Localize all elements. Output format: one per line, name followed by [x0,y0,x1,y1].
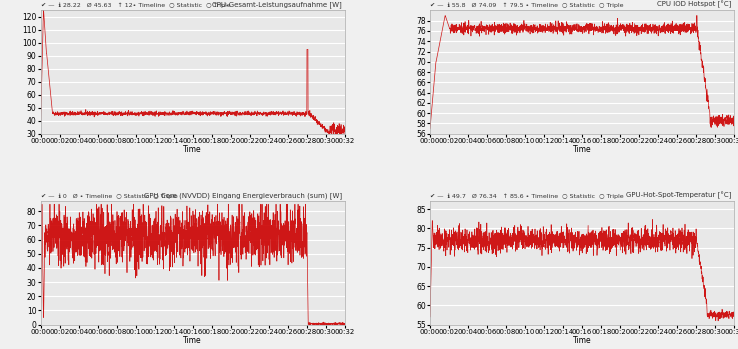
Text: ✔ —  ℹ 28.22   Ø 45.63   ↑ 12• Timeline  ○ Statistic  ○ Triple: ✔ — ℹ 28.22 Ø 45.63 ↑ 12• Timeline ○ Sta… [41,2,230,8]
Text: ✔ —  ℹ 49.7   Ø 76.34   ↑ 85.6 • Timeline  ○ Statistic  ○ Triple: ✔ — ℹ 49.7 Ø 76.34 ↑ 85.6 • Timeline ○ S… [430,193,624,199]
Text: ✔ —  ℹ 55.8   Ø 74.09   ↑ 79.5 • Timeline  ○ Statistic  ○ Triple: ✔ — ℹ 55.8 Ø 74.09 ↑ 79.5 • Timeline ○ S… [430,2,624,8]
X-axis label: Time: Time [573,336,591,345]
Text: GPU Core (NVVDD) Eingang Energieverbrauch (sum) [W]: GPU Core (NVVDD) Eingang Energieverbrauc… [144,192,342,199]
X-axis label: Time: Time [573,145,591,154]
Text: ✔ —  ℹ 0   Ø • Timeline  ○ Statistic  ○ Triple: ✔ — ℹ 0 Ø • Timeline ○ Statistic ○ Tripl… [41,193,177,199]
Text: GPU-Hot-Spot-Temperatur [°C]: GPU-Hot-Spot-Temperatur [°C] [626,191,731,199]
X-axis label: Time: Time [184,336,202,345]
X-axis label: Time: Time [184,145,202,154]
Text: CPU-Gesamt-Leistungsaufnahme [W]: CPU-Gesamt-Leistungsaufnahme [W] [213,1,342,8]
Text: CPU IOD Hotspot [°C]: CPU IOD Hotspot [°C] [657,0,731,8]
